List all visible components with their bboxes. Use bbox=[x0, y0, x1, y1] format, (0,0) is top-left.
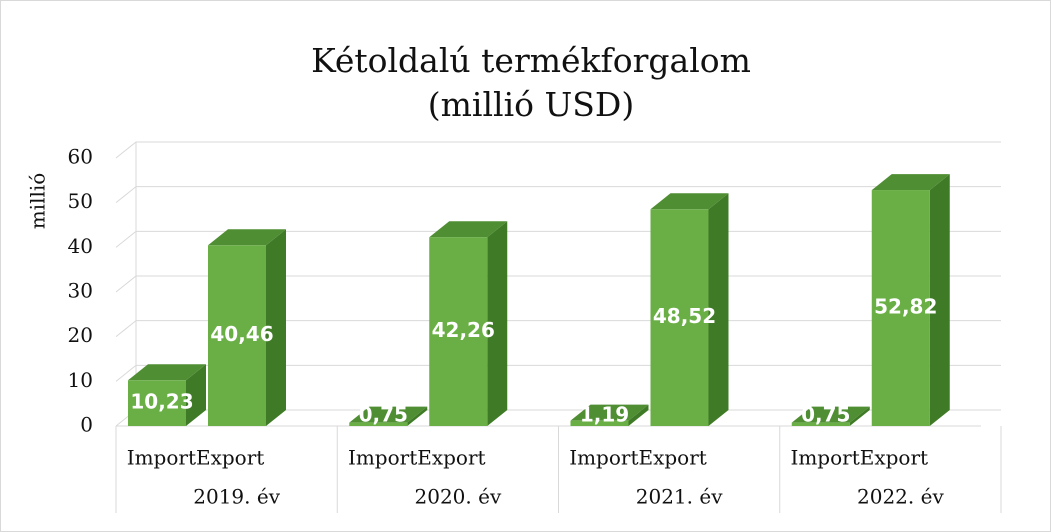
x-tick-label: Import bbox=[127, 446, 196, 470]
y-tick-label: 10 bbox=[68, 368, 93, 392]
y-tick-label: 40 bbox=[68, 234, 93, 258]
x-category-label: 2022. év bbox=[857, 485, 944, 509]
value-label: 48,52 bbox=[653, 304, 716, 328]
x-tick-label: Export bbox=[196, 446, 264, 470]
y-tick-label: 30 bbox=[68, 279, 93, 303]
bar bbox=[871, 190, 930, 426]
y-tick-label: 60 bbox=[68, 145, 93, 169]
x-category-label: 2019. év bbox=[193, 485, 280, 509]
x-tick-label: Export bbox=[639, 446, 707, 470]
bar bbox=[208, 245, 266, 426]
bar-top bbox=[871, 174, 950, 191]
bar-top bbox=[791, 406, 870, 423]
value-label: 52,82 bbox=[874, 295, 937, 319]
bar-top bbox=[650, 193, 729, 210]
bar-top bbox=[128, 364, 206, 381]
value-label: 0,75 bbox=[801, 403, 850, 427]
bar-top bbox=[208, 229, 286, 246]
bar bbox=[570, 420, 629, 426]
x-tick-label: Export bbox=[417, 446, 485, 470]
chart-title: Kétoldalú termékforgalom (millió USD) bbox=[311, 41, 751, 124]
bar bbox=[349, 422, 408, 426]
x-tick-label: Import bbox=[790, 446, 859, 470]
value-label: 0,75 bbox=[359, 403, 408, 427]
bar-side bbox=[487, 221, 508, 426]
y-tick-label: 50 bbox=[68, 189, 93, 213]
value-label: 42,26 bbox=[432, 318, 495, 342]
bar-top bbox=[570, 404, 649, 421]
bar bbox=[429, 237, 488, 426]
bar-side bbox=[266, 229, 286, 426]
y-axis-label: millió bbox=[26, 173, 50, 230]
value-label: 1,19 bbox=[580, 403, 629, 427]
bar bbox=[650, 209, 709, 426]
bar-side bbox=[929, 174, 950, 426]
y-tick-label: 20 bbox=[68, 323, 93, 347]
value-label: 40,46 bbox=[210, 322, 273, 346]
grid-line bbox=[115, 186, 1001, 204]
bar-side bbox=[407, 406, 428, 426]
x-tick-label: Import bbox=[348, 446, 417, 470]
bar-side bbox=[849, 406, 870, 426]
bar-side bbox=[186, 364, 206, 426]
value-label: 10,23 bbox=[130, 390, 193, 414]
y-tick-label: 0 bbox=[80, 413, 93, 437]
bar-side bbox=[708, 193, 729, 426]
grid-line bbox=[115, 141, 1001, 159]
bar bbox=[128, 380, 186, 426]
x-tick-label: Export bbox=[860, 446, 928, 470]
bar-top bbox=[429, 221, 508, 238]
x-category-label: 2021. év bbox=[636, 485, 723, 509]
x-category-label: 2020. év bbox=[415, 485, 502, 509]
bar-top bbox=[349, 406, 428, 423]
x-tick-label: Import bbox=[569, 446, 638, 470]
bar bbox=[791, 422, 850, 426]
bar-side bbox=[628, 404, 649, 426]
